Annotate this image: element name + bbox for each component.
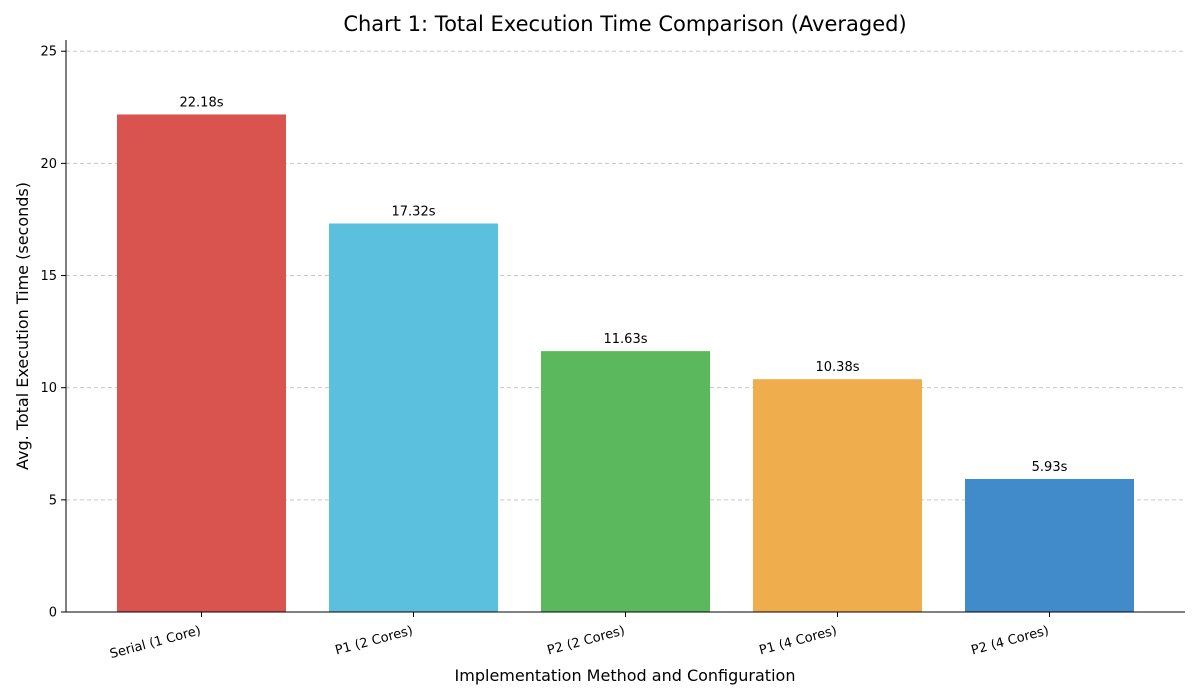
bar: [329, 223, 498, 612]
bar: [965, 478, 1134, 612]
y-tick-label: 20: [40, 157, 57, 172]
y-tick-label: 0: [49, 606, 57, 621]
x-tick-label: Serial (1 Core): [108, 623, 202, 662]
x-tick-label: P1 (4 Cores): [758, 623, 839, 658]
x-tick-label: P1 (2 Cores): [334, 623, 415, 658]
bar-group: [117, 114, 1134, 612]
y-tick-label: 15: [40, 269, 57, 284]
x-ticks: Serial (1 Core) P1 (2 Cores) P2 (2 Cores) P…: [108, 612, 1051, 662]
y-axis-label: Avg. Total Execution Time (seconds): [13, 182, 32, 470]
data-label: 17.32s: [392, 204, 436, 219]
bar: [117, 114, 286, 612]
x-axis-label: Implementation Method and Configuration: [455, 666, 796, 685]
chart-title: Chart 1: Total Execution Time Comparison…: [343, 12, 906, 36]
data-label-group: 22.18s 17.32s 11.63s 10.38s 5.93s: [180, 95, 1068, 475]
y-ticks: 0 5 10 15 20 25: [40, 45, 66, 621]
bar: [541, 351, 710, 612]
bar: [753, 379, 922, 612]
data-label: 10.38s: [816, 360, 860, 375]
x-tick-label: P2 (4 Cores): [970, 623, 1051, 658]
x-tick-label: P2 (2 Cores): [546, 623, 627, 658]
data-label: 11.63s: [604, 332, 648, 347]
y-tick-label: 5: [49, 493, 57, 508]
data-label: 5.93s: [1032, 460, 1068, 475]
y-tick-label: 25: [40, 45, 57, 60]
y-tick-label: 10: [40, 381, 57, 396]
data-label: 22.18s: [180, 95, 224, 110]
